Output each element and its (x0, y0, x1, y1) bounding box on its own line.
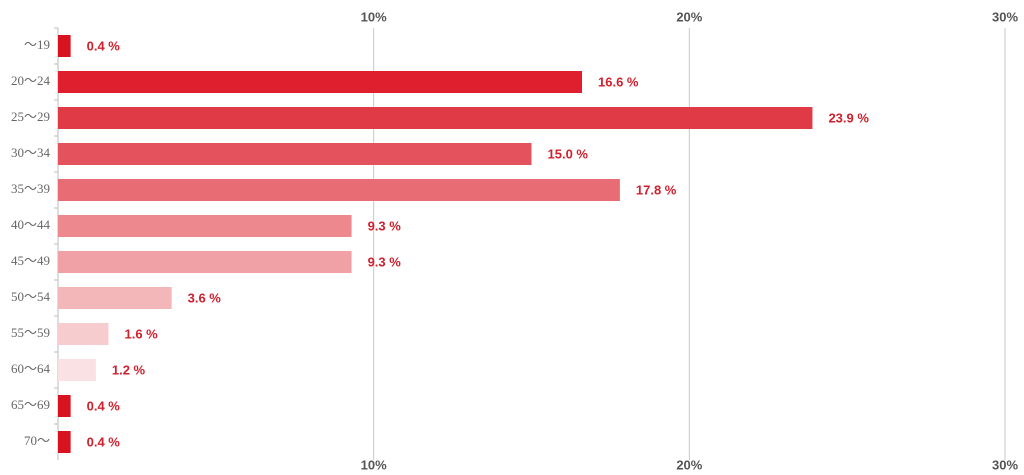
y-tick-label: 25～29 (11, 109, 50, 124)
bar (58, 323, 109, 345)
bar (58, 179, 620, 201)
x-tick-label: 20% (676, 457, 702, 472)
x-tick-label: 10% (361, 457, 387, 472)
value-label: 9.3 % (368, 254, 402, 269)
value-label: 1.6 % (125, 326, 159, 341)
y-tick-label: 35～39 (11, 181, 50, 196)
bar (58, 395, 71, 417)
y-tick-label: 30～34 (11, 145, 51, 160)
bar (58, 71, 583, 93)
bar (58, 107, 813, 129)
x-tick-label: 30% (992, 457, 1018, 472)
x-tick-label: 30% (992, 9, 1018, 24)
y-tick-label: 65～69 (11, 397, 50, 412)
x-tick-label: 10% (361, 9, 387, 24)
y-tick-label: 20～24 (11, 73, 51, 88)
y-tick-label: 45～49 (11, 253, 50, 268)
value-label: 17.8 % (636, 182, 677, 197)
bar (58, 431, 71, 453)
y-tick-label: 70～ (24, 433, 50, 448)
bar (58, 287, 172, 309)
value-label: 16.6 % (598, 74, 639, 89)
value-label: 9.3 % (368, 218, 402, 233)
bar (58, 251, 352, 273)
value-label: 1.2 % (112, 362, 146, 377)
bar (58, 215, 352, 237)
value-label: 15.0 % (548, 146, 589, 161)
y-tick-label: 60～64 (11, 361, 51, 376)
bar (58, 143, 532, 165)
y-tick-label: 55～59 (11, 325, 50, 340)
value-label: 0.4 % (87, 398, 121, 413)
value-label: 23.9 % (828, 110, 869, 125)
value-label: 0.4 % (87, 38, 121, 53)
y-tick-label: 40～44 (11, 217, 51, 232)
x-tick-label: 20% (676, 9, 702, 24)
bar (58, 35, 71, 57)
bar (58, 359, 96, 381)
y-tick-label: ～19 (24, 37, 50, 52)
y-tick-label: 50～54 (11, 289, 51, 304)
value-label: 3.6 % (188, 290, 222, 305)
value-label: 0.4 % (87, 434, 121, 449)
